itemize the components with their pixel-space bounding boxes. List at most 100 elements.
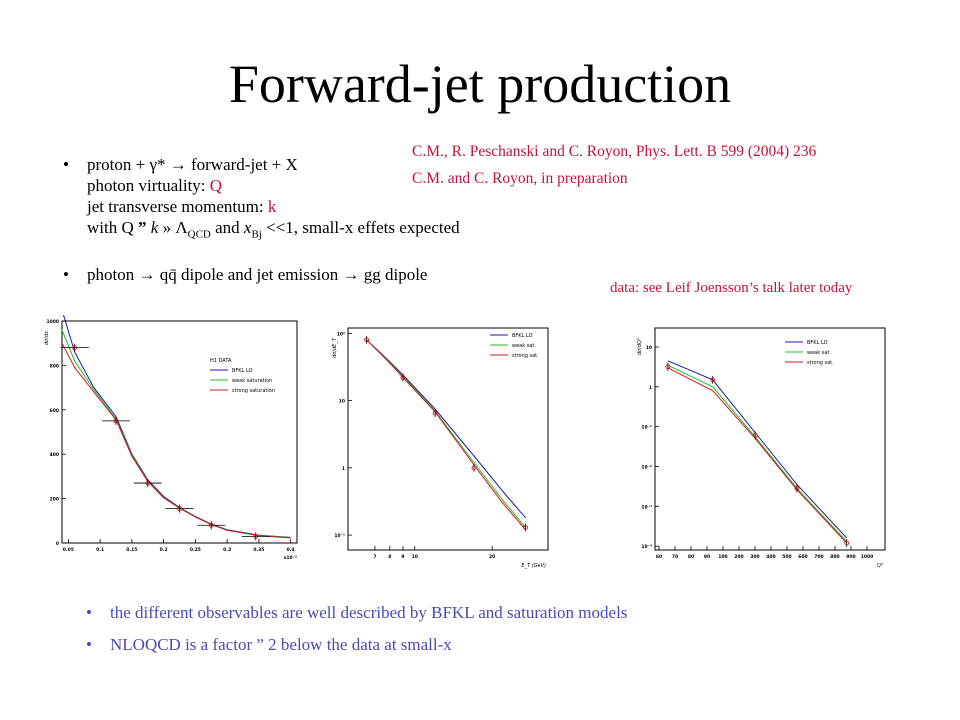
slide-title: Forward-jet production (228, 54, 732, 114)
series-1-line (667, 360, 848, 539)
data-point (72, 345, 78, 351)
x-tick-label: 100 (718, 554, 727, 560)
x-tick-label: 500 (782, 554, 791, 560)
x-tick-label: 0.1 (96, 547, 104, 553)
x-tick-label: 0.3 (223, 547, 231, 553)
series-3-line (667, 367, 848, 544)
chart-q2-distribution: 60 70 80 90 100 200 300 400 500 600 700 800 900 1000 1… (637, 327, 886, 569)
data-point (113, 418, 119, 424)
data-point (208, 522, 214, 528)
x-axis-label: E_T (GeV) (521, 563, 546, 569)
process-line: proton + γ* → forward-jet + X (87, 155, 298, 174)
data-point (432, 410, 438, 416)
series-2-line (366, 339, 526, 528)
legend-label: BFKL LO (807, 340, 828, 346)
x-tick-label: 0.2 (160, 547, 168, 553)
x-tick-label: 60 (656, 554, 662, 560)
reference-1: C.M., R. Peschanski and C. Royon, Phys. … (412, 143, 817, 160)
series-1-line (63, 315, 291, 538)
y-tick-label: 10⁻² (641, 464, 652, 470)
legend-label: weak sat. (807, 350, 831, 356)
data-point (523, 524, 529, 530)
x-tick-label: 0.35 (253, 547, 264, 553)
x-tick-label: 0.15 (126, 547, 137, 553)
y-tick-label: 10⁻¹ (641, 425, 652, 431)
y-tick-label: 10 (339, 399, 345, 405)
condition-line: with Q ” k » ΛQCD and xBj <<1, small-x e… (87, 218, 460, 241)
y-tick-label: 10⁻³ (641, 504, 652, 510)
data-point (400, 375, 406, 380)
x-tick-label: 300 (750, 554, 759, 560)
series-3-line (61, 342, 291, 539)
bottom-bullet-1: • the different observables are well desc… (86, 603, 628, 622)
plot-frame (347, 327, 549, 551)
data-point (752, 433, 758, 438)
x-exponent-label: x10⁻² (283, 555, 297, 561)
legend-label: BFKL LO (512, 333, 533, 339)
data-point (710, 377, 716, 383)
data-note: data: see Leif Joensson’s talk later tod… (610, 280, 853, 296)
y-tick-label: 800 (50, 363, 59, 369)
bullet-dot: • (63, 155, 69, 174)
plot-frame (654, 327, 886, 551)
x-tick-label: 80 (688, 554, 694, 560)
x-tick-label: 20 (489, 554, 495, 560)
y-tick-label: 600 (50, 408, 59, 414)
virtuality-line: photon virtuality: Q (87, 176, 223, 195)
x-tick-label: 0.4 (287, 547, 295, 553)
series-2-line (667, 364, 848, 542)
series-1-line (366, 339, 526, 519)
bullet-dot: • (63, 265, 69, 284)
reference-2: C.M. and C. Royon, in preparation (412, 170, 628, 187)
x-tick-label: 9 (401, 554, 404, 560)
x-tick-label: 200 (734, 554, 743, 560)
legend-label: strong sat. (512, 353, 539, 359)
y-tick-label: 10⁻¹ (334, 533, 345, 539)
y-tick-label: 400 (50, 452, 59, 458)
y-tick-label: 10 (646, 345, 652, 351)
x-axis-label: Q² (877, 563, 883, 569)
legend-label: weak sat. (512, 343, 536, 349)
x-tick-label: 400 (766, 554, 775, 560)
bullet-dot: • (86, 635, 92, 654)
y-tick-label: 10⁻⁴ (641, 544, 652, 550)
y-tick-label: 0 (56, 541, 59, 547)
data-point (471, 465, 477, 471)
series-3-line (366, 339, 526, 531)
data-point (844, 540, 850, 546)
x-tick-label: 90 (704, 554, 710, 560)
x-tick-label: 10 (412, 554, 418, 560)
legend-label: BFKL LO (232, 368, 253, 374)
bullet-process: • proton + γ* → forward-jet + X photon v… (63, 154, 460, 245)
bullet-dipole: • photon → qq̄ dipole and jet emission →… (63, 265, 428, 284)
x-tick-label: 0.05 (63, 547, 74, 553)
chart-et-distribution: 7 8 9 10 20 10² 10 1 10⁻¹ dσ/dE_T E_T (GeV) BFKL LO… (332, 327, 549, 569)
data-point (794, 486, 800, 491)
bottom-bullet-2: • NLOQCD is a factor ” 2 below the data a… (86, 635, 452, 654)
x-tick-label: 900 (846, 554, 855, 560)
y-axis-label: dσ/dQ² (637, 338, 643, 355)
data-point (145, 480, 151, 486)
y-tick-label: 10² (337, 331, 345, 337)
x-tick-label: 70 (672, 554, 678, 560)
data-point (364, 337, 370, 343)
x-tick-label: 600 (798, 554, 807, 560)
data-point (665, 364, 671, 370)
y-tick-label: 1 (342, 466, 345, 472)
y-tick-label: 1 (649, 385, 652, 391)
x-tick-label: 800 (830, 554, 839, 560)
data-point (177, 506, 182, 512)
bullet-dot: • (86, 603, 92, 622)
x-tick-label: 8 (388, 554, 391, 560)
chart-x-distribution: 0.05 0.1 0.15 0.2 0.25 0.3 0.35 0.4 0 200 400 600 80… (44, 315, 298, 561)
momentum-line: jet transverse momentum: k (87, 197, 277, 216)
x-tick-label: 7 (373, 554, 376, 560)
x-tick-label: 1000 (861, 554, 874, 560)
y-tick-label: 200 (50, 497, 59, 503)
y-axis-label: dσ/dx (44, 331, 50, 345)
legend-label: strong saturation (232, 388, 275, 394)
legend-header: H1 DATA (210, 358, 232, 364)
y-axis-label: dσ/dE_T (332, 337, 338, 358)
x-tick-label: 0.25 (190, 547, 201, 553)
y-tick-label: 1000 (46, 319, 59, 325)
